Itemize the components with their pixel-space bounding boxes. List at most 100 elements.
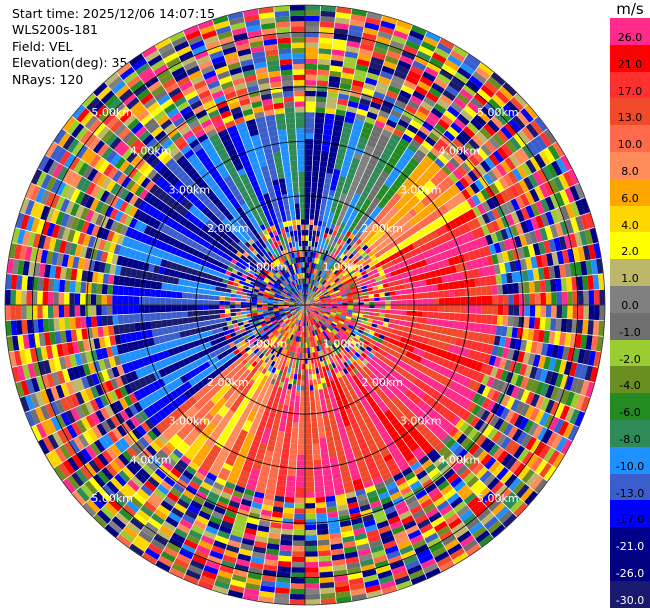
velocity-gate [385, 119, 398, 129]
velocity-gate [448, 390, 459, 402]
velocity-gate [430, 389, 440, 400]
velocity-gate [333, 236, 340, 243]
nrays-text: NRays: 120 [12, 71, 84, 87]
velocity-gate [329, 70, 342, 78]
velocity-gate [483, 333, 491, 344]
velocity-gate [374, 143, 386, 153]
velocity-gate [305, 305, 311, 308]
velocity-gate [310, 301, 316, 304]
velocity-gate [545, 305, 552, 318]
velocity-gate [145, 321, 152, 331]
velocity-gate [346, 294, 353, 299]
velocity-gate [411, 310, 418, 317]
velocity-gate [363, 82, 377, 92]
velocity-gate [536, 426, 549, 442]
velocity-gate [390, 295, 396, 301]
velocity-gate [325, 308, 332, 311]
velocity-gate [321, 221, 328, 228]
velocity-gate [341, 312, 347, 317]
velocity-gate [406, 34, 423, 46]
velocity-gate [363, 311, 369, 316]
velocity-gate [323, 210, 330, 218]
velocity-gate [357, 340, 364, 346]
velocity-gate [509, 498, 524, 514]
velocity-gate [423, 430, 434, 441]
velocity-gate [397, 118, 410, 129]
velocity-gate [549, 371, 559, 387]
velocity-gate [494, 90, 510, 105]
velocity-gate [307, 289, 310, 295]
velocity-gate [305, 63, 318, 70]
velocity-gate [575, 215, 585, 232]
velocity-gate [475, 406, 486, 419]
velocity-gate [326, 200, 333, 207]
velocity-gate [386, 174, 397, 184]
velocity-gate [561, 249, 570, 264]
velocity-gate [318, 313, 323, 318]
velocity-gate [359, 98, 372, 107]
velocity-gate [320, 297, 326, 301]
velocity-gate [320, 309, 326, 312]
velocity-gate [348, 24, 365, 33]
velocity-gate [491, 389, 501, 403]
velocity-gate [344, 51, 359, 59]
velocity-gate [456, 165, 468, 177]
velocity-gate [331, 307, 337, 311]
velocity-gate [368, 61, 383, 71]
velocity-gate [317, 544, 331, 552]
velocity-gate [433, 363, 443, 374]
velocity-gate [416, 80, 431, 92]
velocity-gate [422, 351, 431, 360]
velocity-gate [328, 290, 335, 295]
velocity-gate [493, 263, 501, 275]
velocity-gate [414, 191, 425, 202]
velocity-gate [315, 316, 320, 322]
velocity-gate [335, 314, 341, 319]
velocity-gate [323, 183, 331, 190]
velocity-gate [476, 295, 482, 305]
velocity-gate [415, 260, 423, 269]
velocity-gate [339, 82, 352, 91]
velocity-gate [308, 289, 311, 295]
velocity-gate [356, 164, 367, 173]
velocity-gate [369, 101, 382, 110]
velocity-gate [555, 387, 565, 403]
velocity-gate [340, 77, 353, 85]
velocity-gate [509, 337, 517, 350]
velocity-gate [520, 389, 531, 404]
velocity-gate [316, 289, 321, 295]
velocity-gate [318, 264, 323, 271]
velocity-gate [305, 85, 317, 92]
velocity-gate [437, 445, 449, 457]
velocity-gate [452, 45, 469, 58]
velocity-gate [305, 422, 312, 429]
velocity-gate [476, 305, 482, 315]
velocity-gate [470, 340, 478, 351]
velocity-gate [384, 296, 391, 301]
velocity-gate [314, 308, 321, 312]
velocity-gate [302, 353, 305, 359]
velocity-gate [480, 188, 491, 201]
velocity-gate [327, 326, 333, 332]
velocity-gate [566, 277, 573, 292]
velocity-gate [424, 30, 442, 43]
velocity-gate [596, 335, 604, 352]
velocity-gate [177, 317, 184, 326]
velocity-gate [330, 273, 336, 279]
velocity-gate [289, 443, 298, 450]
velocity-gate [317, 53, 332, 60]
velocity-gate [295, 476, 305, 482]
velocity-gate [398, 156, 409, 167]
velocity-gate [306, 294, 308, 300]
velocity-gate [305, 588, 321, 595]
velocity-gate [305, 165, 313, 172]
velocity-gate [515, 387, 526, 401]
velocity-gate [342, 306, 348, 310]
velocity-gate [562, 171, 575, 188]
velocity-gate [452, 194, 463, 206]
velocity-gate [446, 105, 461, 118]
velocity-gate [415, 341, 423, 350]
velocity-gate [319, 16, 336, 23]
velocity-gate [85, 316, 92, 328]
velocity-gate [432, 339, 440, 349]
